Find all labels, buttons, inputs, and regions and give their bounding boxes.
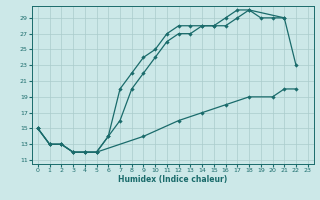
X-axis label: Humidex (Indice chaleur): Humidex (Indice chaleur) xyxy=(118,175,228,184)
